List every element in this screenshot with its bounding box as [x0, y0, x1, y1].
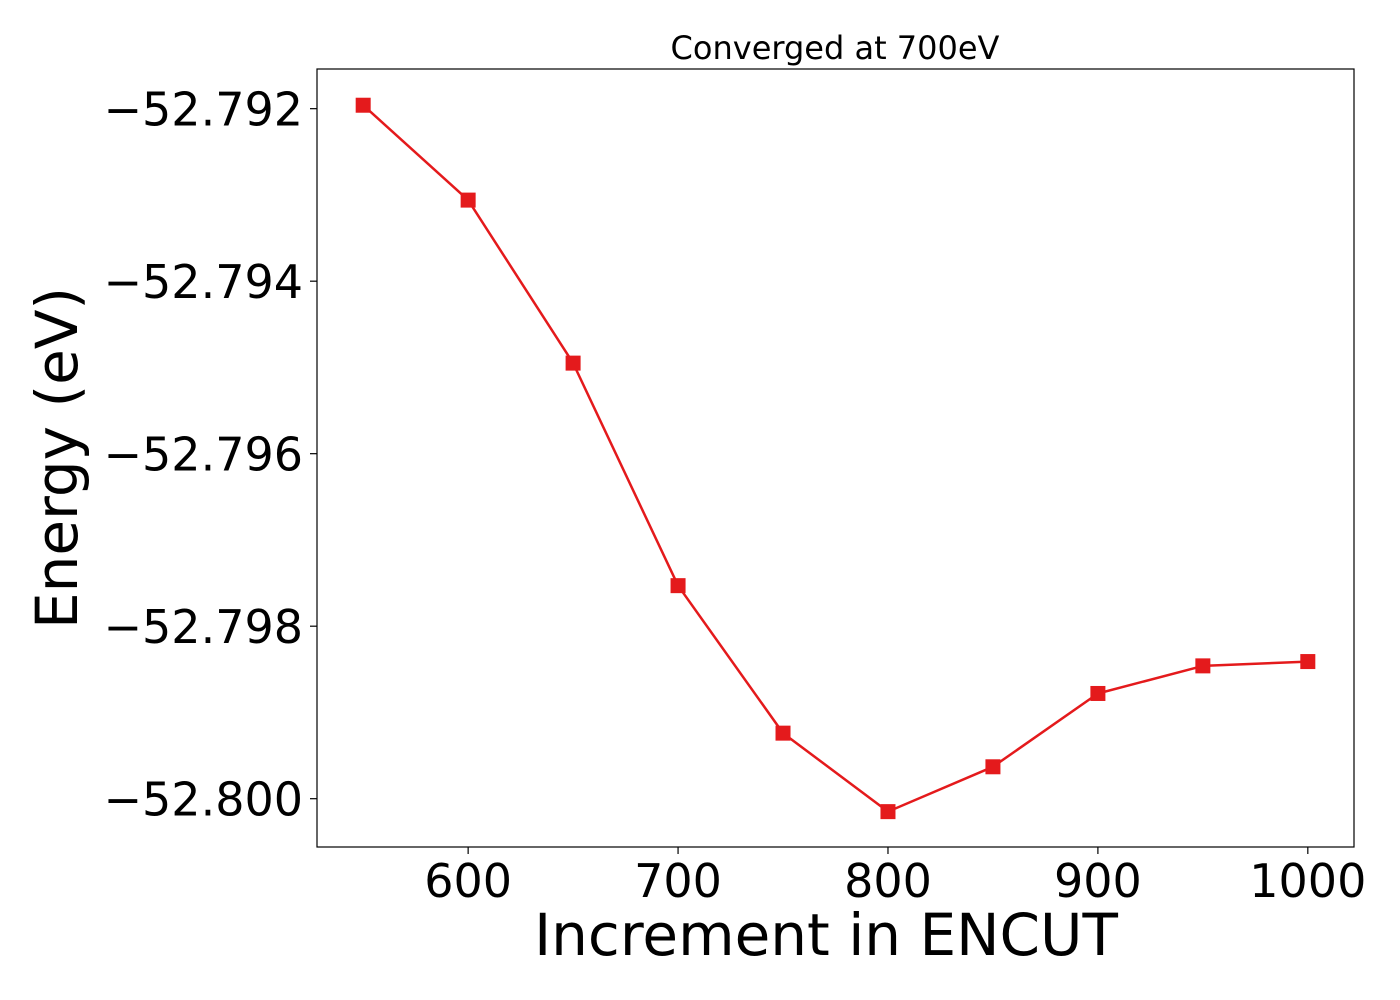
data-point	[670, 578, 686, 594]
x-tick-label: 1000	[1249, 854, 1366, 908]
data-point	[1090, 685, 1106, 701]
x-tick-label: 700	[634, 854, 722, 908]
chart-title: Converged at 700eV	[671, 29, 1000, 67]
data-point	[1300, 654, 1316, 670]
x-tick-label: 600	[424, 854, 512, 908]
x-axis: 600 700 800 900 1000	[424, 847, 1366, 908]
y-tick-label: −52.800	[104, 773, 304, 827]
y-tick-label: −52.794	[104, 255, 304, 309]
data-point	[355, 97, 371, 113]
data-point	[565, 355, 581, 371]
data-point	[460, 192, 476, 208]
x-tick-label: 800	[844, 854, 932, 908]
series-line	[362, 104, 1308, 813]
y-axis: −52.792 −52.794 −52.796 −52.798 −52.800	[104, 83, 317, 827]
y-tick-label: −52.796	[104, 428, 304, 482]
y-tick-label: −52.798	[104, 600, 304, 654]
data-point	[775, 725, 791, 741]
data-point	[985, 759, 1001, 775]
axes-frame	[316, 68, 1355, 848]
y-tick-label: −52.792	[104, 83, 304, 137]
x-axis-label: Increment in ENCUT	[534, 901, 1118, 969]
x-tick-label: 900	[1054, 854, 1142, 908]
y-axis-label: Energy (eV)	[23, 287, 91, 629]
data-point	[1195, 658, 1211, 674]
data-point	[880, 804, 896, 820]
plot-area	[355, 97, 1316, 820]
